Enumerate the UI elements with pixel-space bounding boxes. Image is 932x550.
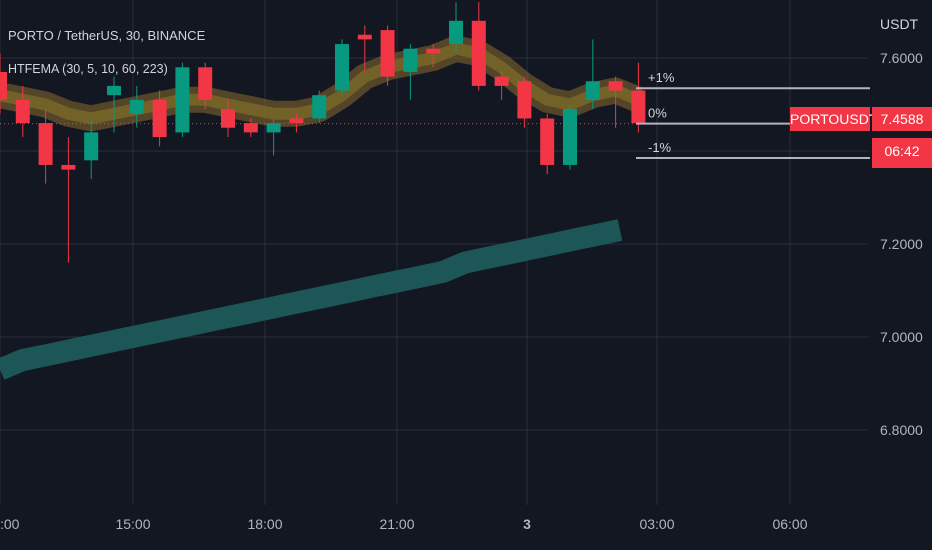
time-axis-tick: 06:00 — [772, 516, 807, 532]
percent-level-label: +1% — [648, 70, 675, 85]
candle-up — [585, 81, 600, 100]
candle-up — [449, 20, 463, 45]
candle-down — [631, 90, 646, 124]
price-axis-tick: 7.0000 — [880, 329, 923, 345]
ema-long-band — [0, 219, 623, 380]
candle-down — [152, 99, 167, 138]
candle-down — [426, 48, 441, 54]
candle-up — [84, 132, 99, 161]
candle-down — [15, 99, 30, 124]
price-axis-unit[interactable]: USDT — [880, 16, 919, 32]
time-axis-tick: 15:00 — [115, 516, 150, 532]
candle-down — [608, 81, 623, 91]
price-axis-tick: 6.8000 — [880, 422, 923, 438]
candle-down — [540, 118, 555, 165]
candle-down — [0, 71, 7, 100]
candle-down — [471, 20, 486, 86]
price-axis-tick: 7.2000 — [880, 236, 923, 252]
last-price-tag: 7.4588 — [872, 107, 932, 131]
time-axis-tick: 03:00 — [639, 516, 674, 532]
candle-down — [38, 123, 53, 165]
candle-up — [312, 95, 327, 119]
indicator-legend[interactable]: HTFEMA (30, 5, 10, 60, 223) — [8, 62, 168, 76]
candle-up — [563, 109, 577, 165]
last-price-symbol-tag: PORTOUSDT — [790, 107, 877, 131]
time-axis-tick: :00 — [0, 516, 20, 532]
candle-down — [517, 81, 532, 119]
candle-down — [243, 123, 258, 133]
symbol-legend[interactable]: PORTO / TetherUS, 30, BINANCE — [8, 28, 206, 43]
candle-down — [357, 34, 372, 40]
time-axis-tick: 18:00 — [247, 516, 282, 532]
candle-down — [289, 118, 304, 124]
candle-down — [380, 30, 395, 77]
price-axis-tick: 7.6000 — [880, 50, 923, 66]
candle-up — [335, 44, 349, 91]
time-axis-tick: 21:00 — [379, 516, 414, 532]
candle-up — [129, 99, 144, 114]
candle-down — [494, 76, 509, 86]
bar-countdown-tag: 06:42 — [872, 138, 932, 168]
candle-up — [403, 48, 418, 72]
percent-level-label: 0% — [648, 106, 667, 121]
candle-down — [61, 164, 76, 170]
candle-up — [266, 123, 281, 133]
candle-up — [175, 67, 190, 133]
time-axis-tick: 3 — [523, 516, 531, 532]
percent-level-label: -1% — [648, 140, 672, 155]
candle-up — [107, 85, 121, 96]
candle-down — [198, 67, 213, 100]
candle-down — [221, 109, 235, 128]
